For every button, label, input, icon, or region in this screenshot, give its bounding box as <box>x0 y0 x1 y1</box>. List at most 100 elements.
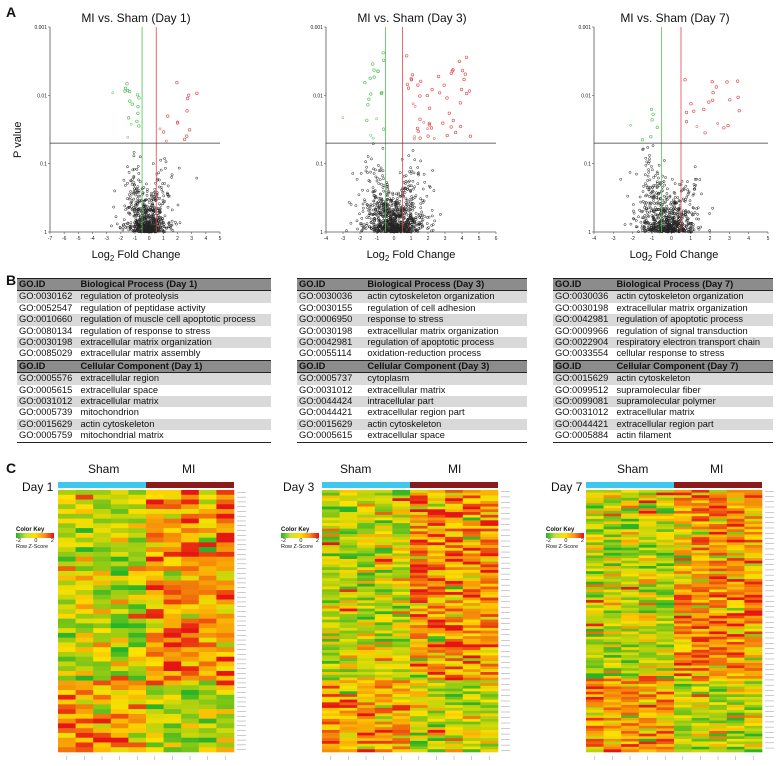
heatmap-cell <box>709 634 728 638</box>
volcano-point <box>653 210 656 213</box>
heatmap-cell <box>674 555 692 559</box>
volcano-point <box>664 207 667 210</box>
heatmap-cell <box>621 565 640 569</box>
heatmap-cell <box>427 688 446 692</box>
heatmap-cell <box>709 560 728 564</box>
heatmap-cell <box>709 631 728 635</box>
heatmap-cell <box>392 705 411 709</box>
go-id-cell: GO:0042981 <box>553 314 615 326</box>
heatmap-cell <box>163 723 182 729</box>
heatmap-cell <box>427 545 446 549</box>
heatmap-cell <box>410 490 428 494</box>
heatmap-cell <box>709 607 728 611</box>
volcano-point <box>388 219 391 223</box>
volcano-point <box>138 194 142 198</box>
heatmap-cell <box>586 505 604 509</box>
x-tick-label: -7 <box>48 236 53 242</box>
heatmap-cell <box>322 605 340 609</box>
volcano-point <box>431 228 435 232</box>
heatmap-cell <box>638 626 657 630</box>
heatmap-cell <box>726 641 745 645</box>
heatmap-cell <box>392 685 411 689</box>
heatmap-cell <box>410 547 428 551</box>
heatmap-cell <box>586 495 604 499</box>
heatmap-cell <box>427 740 446 745</box>
heatmap-cell <box>744 576 763 580</box>
heatmap-cell <box>586 552 604 556</box>
volcano-point <box>371 186 375 189</box>
heatmap-cell <box>410 660 428 665</box>
volcano-point <box>166 184 170 188</box>
go-header-cell: GO.ID <box>297 359 366 374</box>
volcano-point <box>688 230 692 233</box>
heatmap-cell <box>427 553 446 557</box>
heatmap-cell <box>726 568 745 572</box>
heatmap-cell <box>656 558 675 562</box>
heatmap-cell <box>427 746 446 750</box>
heatmap-cell <box>462 660 481 665</box>
volcano-point <box>358 212 361 216</box>
heatmap-cell <box>586 610 604 614</box>
heatmap-cell <box>146 632 164 638</box>
volcano-point <box>677 208 681 212</box>
go-term-cell: extracellular matrix organization <box>614 302 773 315</box>
heatmap-cell <box>410 636 428 640</box>
heatmap-cell <box>427 738 446 742</box>
heatmap-cell <box>656 568 675 572</box>
heatmap-cell <box>374 699 393 703</box>
volcano-point <box>160 225 164 229</box>
x-tick-label: -5 <box>76 236 81 242</box>
heatmap-cell <box>656 503 675 507</box>
volcano-point <box>670 177 674 181</box>
heatmap-cell <box>427 649 446 654</box>
color-key-ticks: -2 0 2 <box>546 538 584 544</box>
heatmap-cell <box>462 691 481 695</box>
go-table-row: GO:0005759 mitochondrial matrix <box>17 430 271 443</box>
heatmap-cell <box>709 613 728 617</box>
volcano-point <box>663 214 667 218</box>
heatmap-cell <box>744 558 763 562</box>
heatmap-cell <box>674 518 692 522</box>
heatmap-cell <box>603 647 622 651</box>
volcano-point <box>129 226 133 230</box>
volcano-point <box>416 229 419 233</box>
volcano-point <box>650 209 653 212</box>
heatmap-cell <box>744 529 763 533</box>
heatmap-cell <box>75 666 94 672</box>
heatmap-cell <box>726 552 745 556</box>
heatmap-cell <box>198 628 217 634</box>
volcano-point <box>686 217 689 221</box>
heatmap-cell <box>322 561 340 565</box>
volcano-point-significant <box>703 131 707 135</box>
heatmap-cell <box>603 631 622 635</box>
heatmap-cell <box>181 680 200 686</box>
volcano-point-significant <box>649 135 653 139</box>
volcano-point <box>131 168 135 172</box>
volcano-point <box>361 210 365 213</box>
volcano-point <box>362 206 365 210</box>
heatmap-cell <box>709 513 728 517</box>
heatmap-cell <box>445 616 464 620</box>
heatmap-cell <box>462 735 481 739</box>
heatmap-cell <box>586 524 604 527</box>
volcano-point <box>382 200 386 203</box>
volcano-point <box>651 144 655 147</box>
heatmap-cell <box>58 509 76 515</box>
heatmap-cell <box>110 551 129 557</box>
heatmap-cell <box>181 656 200 662</box>
volcano-point <box>417 227 421 231</box>
heatmap-cell <box>128 556 147 562</box>
heatmap-cell <box>216 594 235 600</box>
heatmap-cell <box>75 699 94 705</box>
volcano-point <box>652 176 656 179</box>
volcano-point <box>643 214 647 217</box>
heatmap-cell <box>216 547 235 553</box>
go-id-cell: GO:0022904 <box>553 337 615 349</box>
heatmap-cell <box>93 628 112 634</box>
volcano-point <box>382 220 386 224</box>
heatmap-cell <box>674 626 692 630</box>
heatmap-cell <box>392 702 411 706</box>
mi-group-bar <box>410 482 498 488</box>
heatmap-cell <box>427 564 446 568</box>
heatmap-cell <box>656 560 675 564</box>
